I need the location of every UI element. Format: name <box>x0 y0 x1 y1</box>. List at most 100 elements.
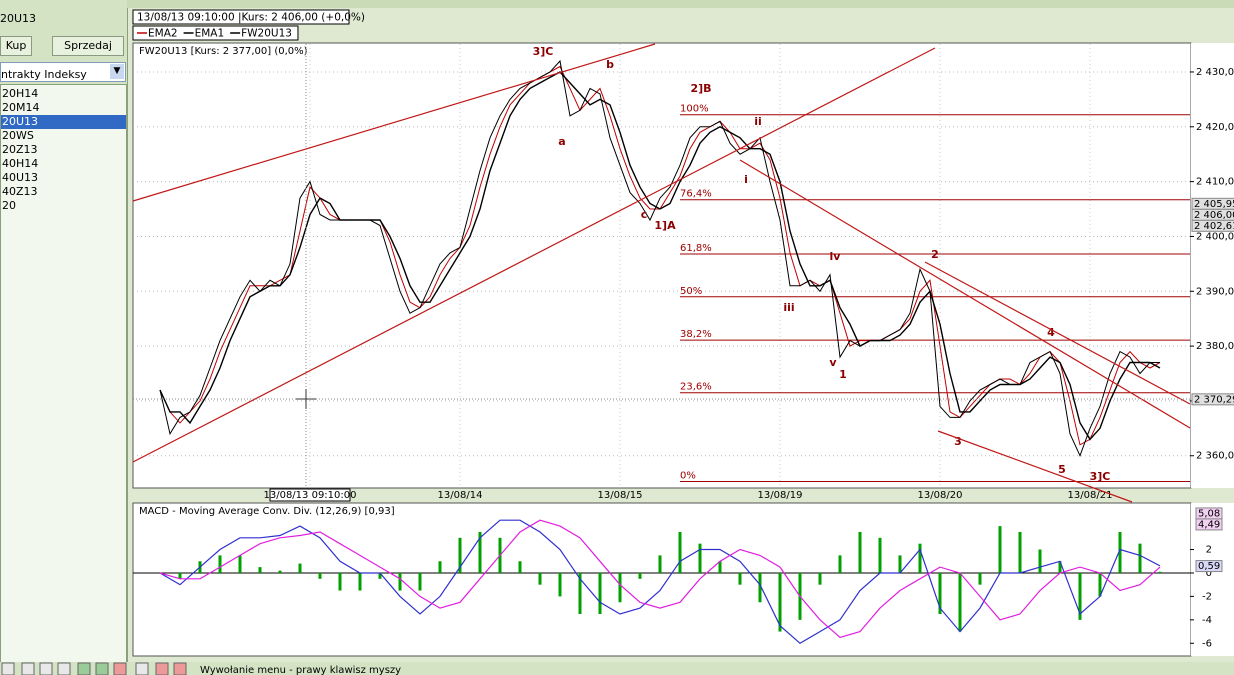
histogram-bar <box>538 572 542 585</box>
histogram-bar <box>1158 571 1162 573</box>
macd-plot <box>132 502 1192 657</box>
histogram-bar <box>1138 543 1142 573</box>
y-tick-label: 2 420,00 <box>1196 122 1234 133</box>
trendline <box>937 430 1133 503</box>
top-strip <box>127 0 1234 8</box>
wave-label: b <box>606 58 614 71</box>
price-marker-box <box>1191 219 1234 232</box>
fib-label: 50% <box>680 286 702 297</box>
macd-marker-label: 0,59 <box>1198 561 1220 572</box>
price-line <box>159 71 1161 441</box>
histogram-bar <box>558 572 562 597</box>
y-tick-label: 2 360,00 <box>1196 451 1234 462</box>
header-box <box>132 9 350 25</box>
legend-label: EMA1 <box>195 28 225 40</box>
wave-label: iii <box>783 301 794 314</box>
x-tick-label: 13/08/15 <box>598 490 643 501</box>
histogram-bar <box>438 561 442 573</box>
x-tick-label: 13/08/13 09:10:00 <box>263 490 356 501</box>
instrument-item[interactable]: 40H14 <box>2 157 39 170</box>
tool-icon[interactable] <box>57 662 71 675</box>
y-tick-label: 0 <box>1206 568 1212 579</box>
tool-icon[interactable] <box>135 662 149 675</box>
drawing: 2 360,002 370,002 380,002 390,002 400,00… <box>133 44 1234 649</box>
histogram-bar <box>778 572 782 632</box>
wave-label: a <box>558 135 565 148</box>
histogram-bar <box>618 572 622 603</box>
instrument-item[interactable]: 20U13 <box>1 115 126 129</box>
tool-icon[interactable] <box>155 662 169 675</box>
histogram-bar <box>1078 572 1082 620</box>
y-tick-label: 2 400,00 <box>1196 231 1234 242</box>
wave-label: 3]C <box>1090 470 1111 483</box>
trendline <box>924 261 1191 405</box>
sidebar-title: 20U13 <box>0 12 37 25</box>
macd-marker-label: 4,49 <box>1198 519 1220 530</box>
histogram-bar <box>378 572 382 579</box>
dropdown-arrow[interactable]: ▼ <box>110 64 124 79</box>
fib-label: 76,4% <box>680 189 712 200</box>
histogram-bar <box>1058 561 1062 573</box>
instrument-item[interactable]: 20 <box>2 199 16 212</box>
y-tick-label: -4 <box>1202 615 1212 626</box>
tool-icon[interactable] <box>21 662 35 675</box>
fib-label: 38,2% <box>680 329 712 340</box>
tool-icon[interactable] <box>77 662 91 675</box>
y-tick-label: -6 <box>1202 638 1212 649</box>
x-tick-label: 13/08/20 <box>918 490 963 501</box>
instrument-item[interactable]: 20WS <box>2 129 34 142</box>
price-marker-label: 2 405,95 <box>1194 199 1234 210</box>
tool-icon[interactable] <box>113 662 127 675</box>
status-bar: Wywołanie menu - prawy klawisz myszy <box>200 665 401 675</box>
x-label-box <box>269 488 351 502</box>
legend-box <box>132 25 299 41</box>
price-axis <box>1191 43 1234 488</box>
price-plot <box>132 42 1192 489</box>
histogram-bar <box>698 543 702 573</box>
histogram-bar <box>358 572 362 591</box>
macd-line <box>159 519 1161 639</box>
histogram-bar <box>338 572 342 591</box>
instrument-list: 20H14 20M14 20U13 20WS 20Z13 40H14 40U13 40Z13 2… <box>0 84 127 664</box>
wave-label: 1 <box>839 368 847 381</box>
wave-label: 1]A <box>654 219 676 232</box>
tool-icon[interactable] <box>1 662 15 675</box>
macd-title: MACD - Moving Average Conv. Div. (12,26,… <box>139 506 395 517</box>
wave-label: ii <box>754 115 762 128</box>
sell-button[interactable]: Sprzedaj <box>52 36 124 56</box>
tool-icon[interactable] <box>39 662 53 675</box>
y-tick-label: 2 430,00 <box>1196 67 1234 78</box>
histogram-bar <box>318 572 322 579</box>
x-tick-label: 13/08/21 <box>1068 490 1113 501</box>
instrument-item[interactable]: 20M14 <box>2 101 40 114</box>
x-tick-label: 13/08/14 <box>438 490 483 501</box>
histogram-bar <box>918 543 922 573</box>
buy-button[interactable]: Kup <box>0 36 32 56</box>
instrument-item[interactable]: 20Z13 <box>2 143 38 156</box>
crosshair <box>133 44 1190 487</box>
dropdown[interactable]: ntrakty Indeksy ▼ <box>0 62 126 82</box>
y-tick-label: 2 <box>1206 545 1212 556</box>
wave-label: 3 <box>954 435 962 448</box>
macd-line <box>159 519 1161 645</box>
histogram-bar <box>898 555 902 573</box>
price-marker-box <box>1191 393 1234 406</box>
histogram-bar <box>658 555 662 573</box>
histogram-bar <box>178 572 182 579</box>
price-title: FW20U13 [Kurs: 2 377,00] (0,0%) <box>139 46 308 57</box>
legend-label: EMA2 <box>148 28 178 40</box>
instrument-item[interactable]: 20H14 <box>2 87 39 100</box>
histogram-bar <box>838 555 842 573</box>
tool-icon[interactable] <box>173 662 187 675</box>
price-line <box>159 59 1160 458</box>
histogram-bar <box>278 570 282 573</box>
wave-label: iv <box>830 250 842 263</box>
instrument-item[interactable]: 40U13 <box>2 171 39 184</box>
macd-marker-box <box>1195 560 1223 573</box>
wave-label: 2 <box>931 248 939 261</box>
histogram-bar <box>518 561 522 573</box>
instrument-item[interactable]: 40Z13 <box>2 185 38 198</box>
trendline <box>132 43 656 202</box>
tool-icon[interactable] <box>95 662 109 675</box>
